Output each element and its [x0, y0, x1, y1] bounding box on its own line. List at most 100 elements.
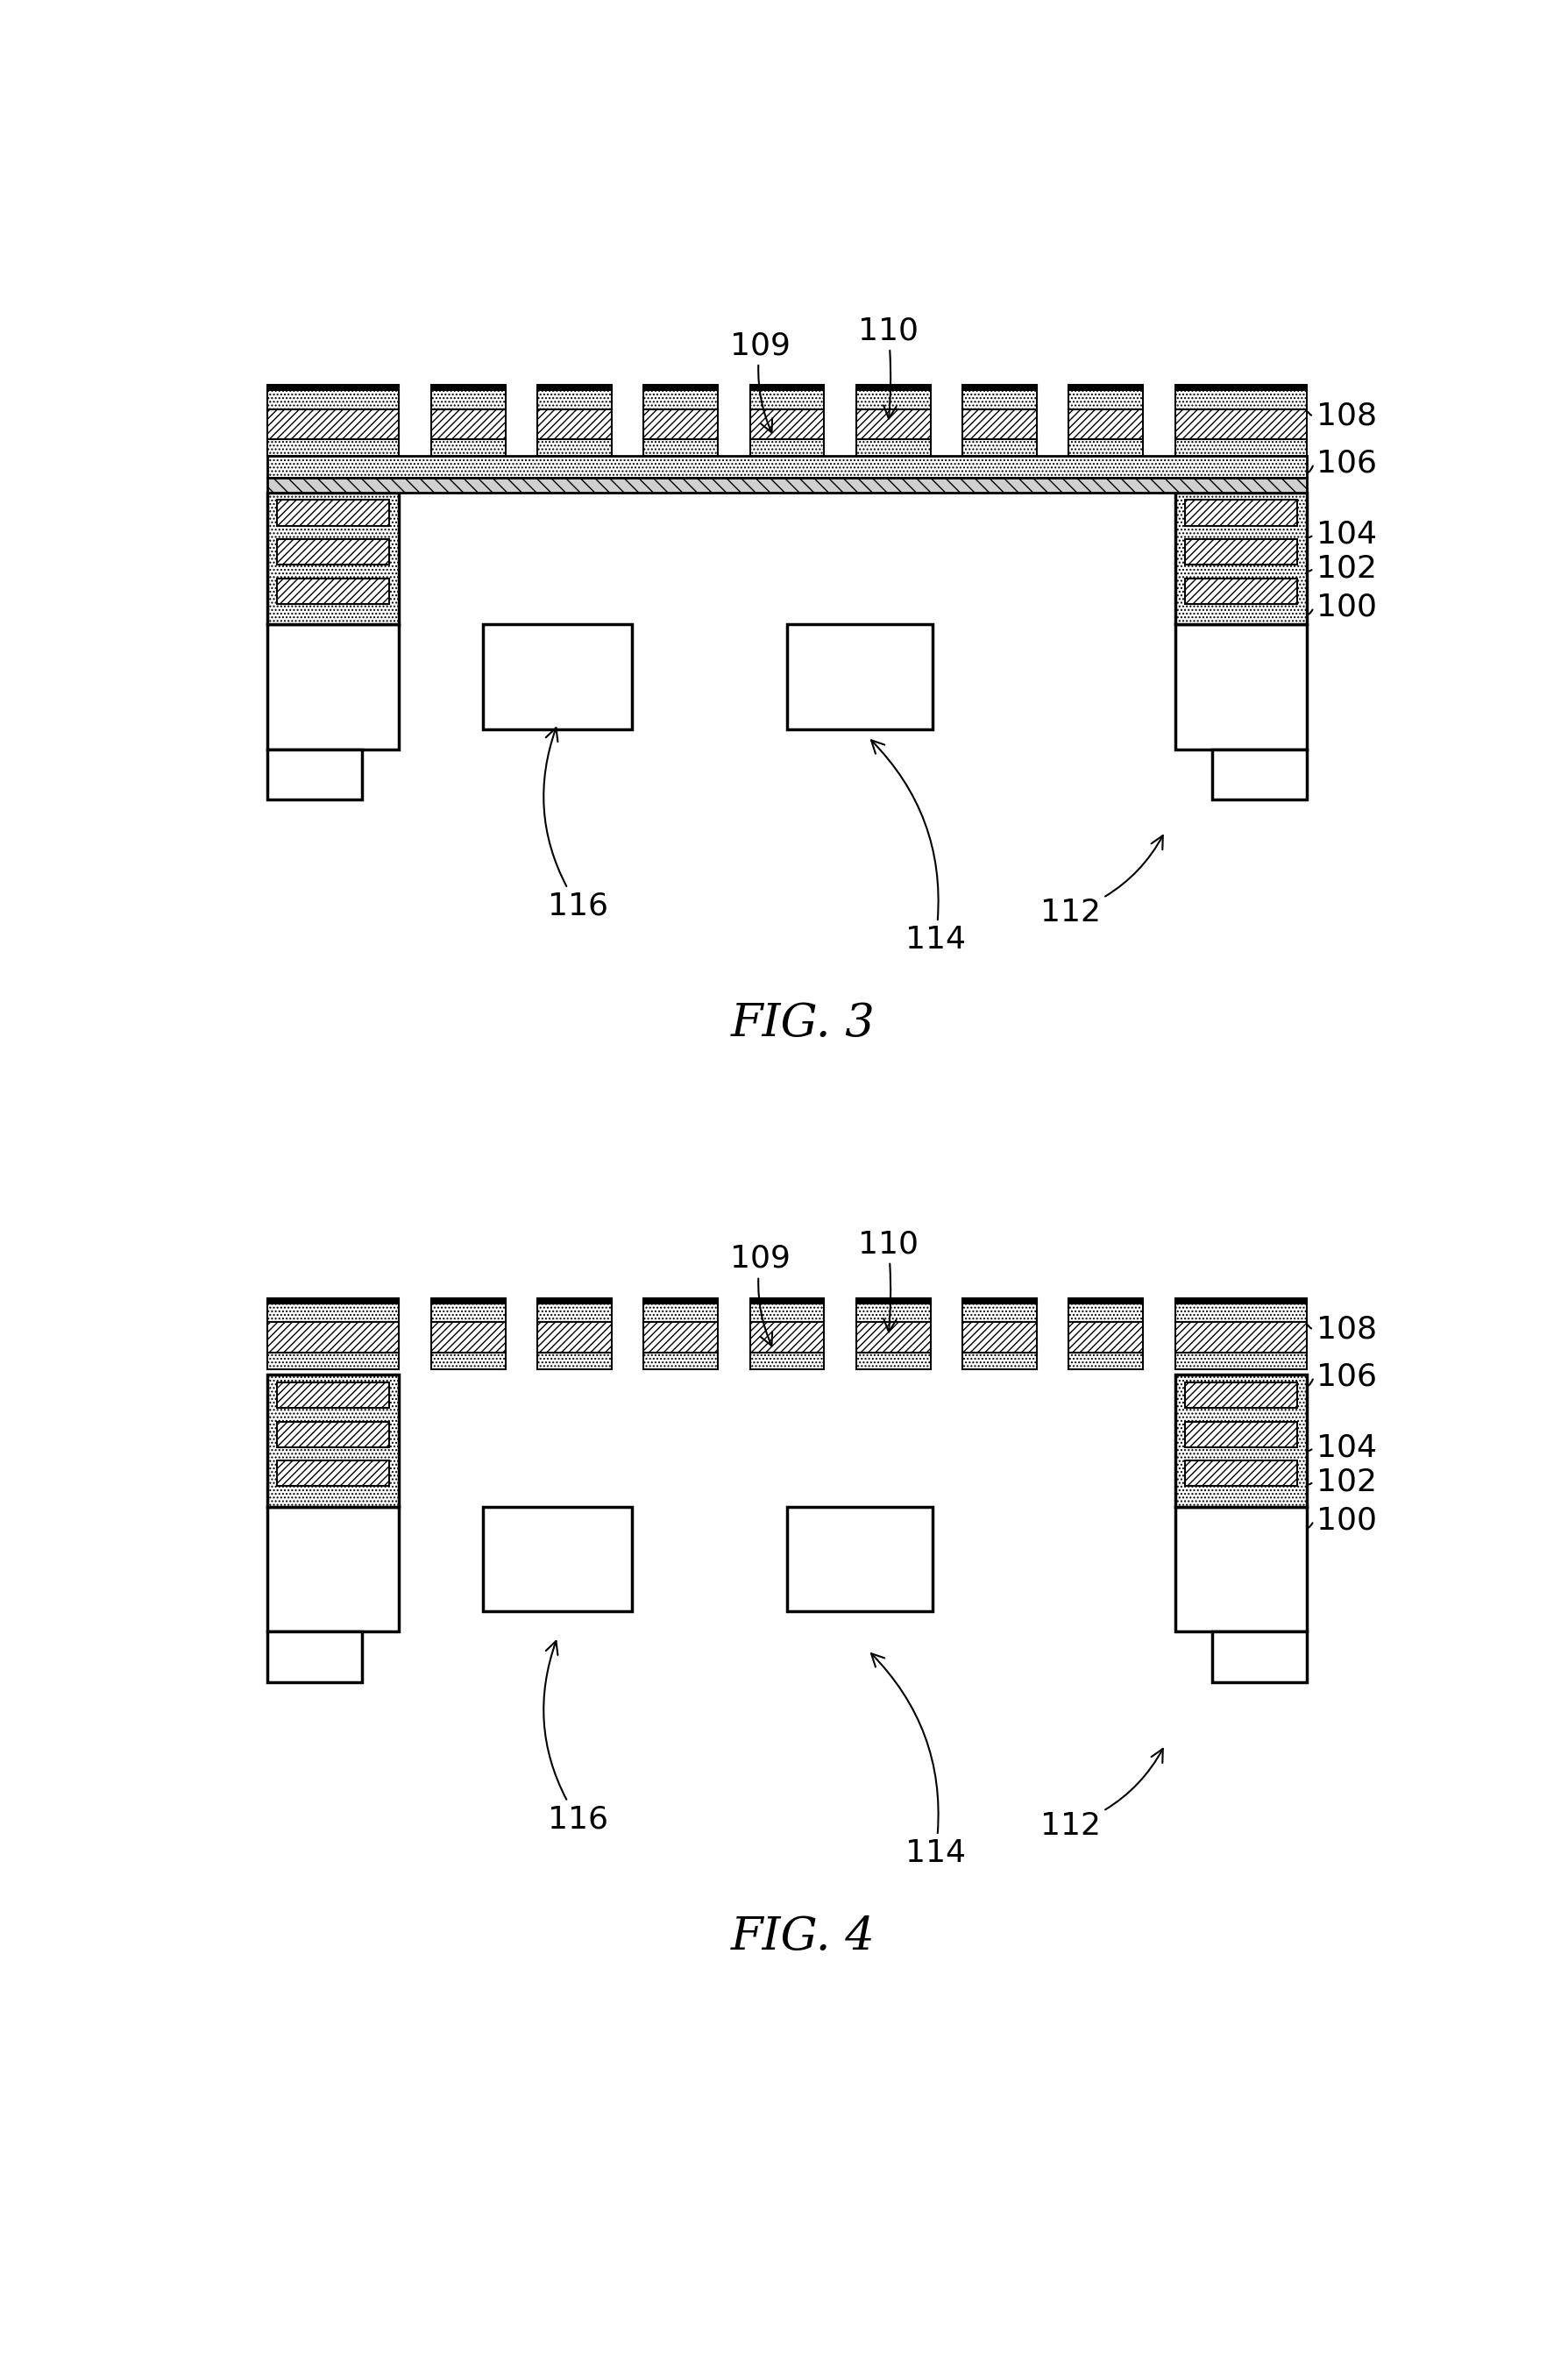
Text: 102: 102	[1317, 1467, 1377, 1497]
Bar	[1069, 408, 1143, 439]
Text: 104: 104	[1317, 520, 1377, 551]
Text: 112: 112	[1040, 1749, 1163, 1841]
Text: 109: 109	[729, 330, 790, 432]
Bar	[750, 1322, 825, 1353]
Bar	[268, 1630, 362, 1682]
Bar	[1174, 1374, 1306, 1507]
Bar	[1174, 1507, 1306, 1630]
Bar	[1069, 1353, 1143, 1369]
Bar	[431, 389, 505, 408]
Bar	[278, 1462, 389, 1485]
Bar	[963, 1353, 1036, 1369]
Text: 110: 110	[858, 1229, 919, 1331]
Bar	[278, 1383, 389, 1407]
Bar	[268, 384, 398, 389]
Bar	[1174, 1303, 1306, 1322]
Bar	[1174, 408, 1306, 439]
Bar	[1174, 389, 1306, 408]
Text: 112: 112	[1040, 835, 1163, 928]
Bar	[278, 539, 389, 565]
Text: 109: 109	[729, 1243, 790, 1345]
Bar	[268, 1322, 398, 1353]
Text: 114: 114	[872, 740, 966, 954]
Bar	[431, 1303, 505, 1322]
Bar	[1184, 1462, 1297, 1485]
Bar	[268, 389, 398, 408]
Bar	[1069, 1322, 1143, 1353]
Bar	[268, 494, 398, 624]
Bar	[643, 439, 718, 456]
Bar	[643, 389, 718, 408]
Bar	[431, 1353, 505, 1369]
Bar	[750, 1353, 825, 1369]
Bar	[431, 1322, 505, 1353]
Bar	[1212, 750, 1306, 800]
Text: 108: 108	[1317, 401, 1377, 432]
Bar	[483, 1507, 632, 1611]
Bar	[856, 389, 930, 408]
Bar	[750, 389, 825, 408]
Bar	[750, 408, 825, 439]
Bar	[750, 439, 825, 456]
Bar	[963, 1303, 1036, 1322]
Bar	[856, 1322, 930, 1353]
Bar	[538, 439, 612, 456]
Bar	[1174, 1353, 1306, 1369]
Bar	[1174, 1322, 1306, 1353]
Bar	[1069, 389, 1143, 408]
Text: 102: 102	[1317, 553, 1377, 584]
Bar	[431, 439, 505, 456]
Text: 116: 116	[544, 729, 608, 921]
Text: 106: 106	[1317, 1362, 1377, 1393]
Bar	[268, 1303, 398, 1322]
Bar	[963, 439, 1036, 456]
Bar	[538, 1303, 612, 1322]
Bar	[1184, 579, 1297, 605]
Text: 104: 104	[1317, 1433, 1377, 1462]
Bar	[963, 384, 1036, 389]
Bar	[750, 384, 825, 389]
Text: 114: 114	[872, 1654, 966, 1868]
Bar	[1069, 1303, 1143, 1322]
Bar	[268, 1374, 398, 1507]
Bar	[538, 1322, 612, 1353]
Bar	[268, 408, 398, 439]
Bar	[963, 1322, 1036, 1353]
Bar	[268, 624, 398, 750]
Bar	[1069, 439, 1143, 456]
Bar	[856, 439, 930, 456]
Bar	[1184, 539, 1297, 565]
Bar	[856, 1353, 930, 1369]
Bar	[856, 1303, 930, 1322]
Bar	[538, 384, 612, 389]
Bar	[963, 408, 1036, 439]
Bar	[643, 408, 718, 439]
Bar	[538, 389, 612, 408]
Bar	[268, 477, 1306, 494]
Bar	[268, 456, 1306, 477]
Text: 100: 100	[1317, 593, 1377, 622]
Bar	[643, 1353, 718, 1369]
Bar	[1184, 1421, 1297, 1448]
Text: 116: 116	[544, 1642, 608, 1834]
Bar	[856, 408, 930, 439]
Text: 100: 100	[1317, 1507, 1377, 1535]
Bar	[483, 624, 632, 729]
Bar	[268, 439, 398, 456]
Bar	[278, 501, 389, 527]
Bar	[268, 1298, 398, 1303]
Bar	[1174, 1298, 1306, 1303]
Bar	[1174, 439, 1306, 456]
Bar	[856, 384, 930, 389]
Bar	[268, 1507, 398, 1630]
Bar	[750, 1298, 825, 1303]
Bar	[431, 1298, 505, 1303]
Text: FIG. 3: FIG. 3	[731, 1001, 875, 1046]
Bar	[1069, 1298, 1143, 1303]
Bar	[538, 408, 612, 439]
Bar	[643, 384, 718, 389]
Bar	[1212, 1630, 1306, 1682]
Bar	[538, 1298, 612, 1303]
Bar	[750, 1303, 825, 1322]
Bar	[268, 750, 362, 800]
